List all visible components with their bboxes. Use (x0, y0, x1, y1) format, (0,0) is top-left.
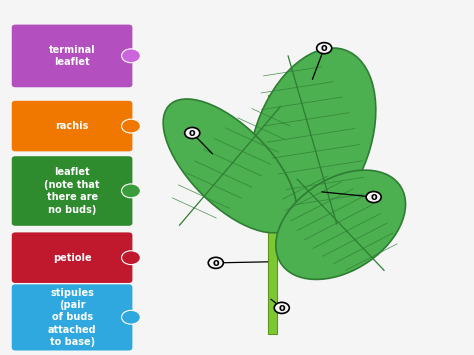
Text: o: o (278, 303, 285, 313)
Circle shape (121, 49, 140, 63)
Text: o: o (370, 192, 377, 202)
Text: stipules
(pair
of buds
attached
to base): stipules (pair of buds attached to base) (48, 288, 96, 347)
FancyBboxPatch shape (12, 233, 132, 283)
Polygon shape (268, 95, 277, 334)
Text: o: o (212, 258, 219, 268)
Text: rachis: rachis (55, 121, 89, 131)
FancyBboxPatch shape (12, 101, 132, 151)
Text: petiole: petiole (53, 253, 91, 263)
FancyBboxPatch shape (12, 24, 132, 87)
Text: o: o (189, 128, 196, 138)
Circle shape (185, 127, 200, 138)
Ellipse shape (276, 170, 406, 279)
Ellipse shape (163, 99, 297, 233)
Ellipse shape (249, 48, 376, 232)
Circle shape (121, 119, 140, 133)
FancyBboxPatch shape (12, 284, 132, 350)
Text: leaflet
(note that
there are
no buds): leaflet (note that there are no buds) (45, 168, 100, 215)
Circle shape (366, 192, 381, 203)
Text: o: o (321, 43, 328, 53)
Circle shape (121, 251, 140, 264)
Circle shape (121, 310, 140, 324)
Circle shape (274, 302, 289, 313)
Circle shape (121, 184, 140, 198)
Text: terminal
leaflet: terminal leaflet (49, 45, 95, 67)
Circle shape (208, 257, 223, 268)
FancyBboxPatch shape (12, 156, 132, 226)
Circle shape (317, 43, 332, 54)
